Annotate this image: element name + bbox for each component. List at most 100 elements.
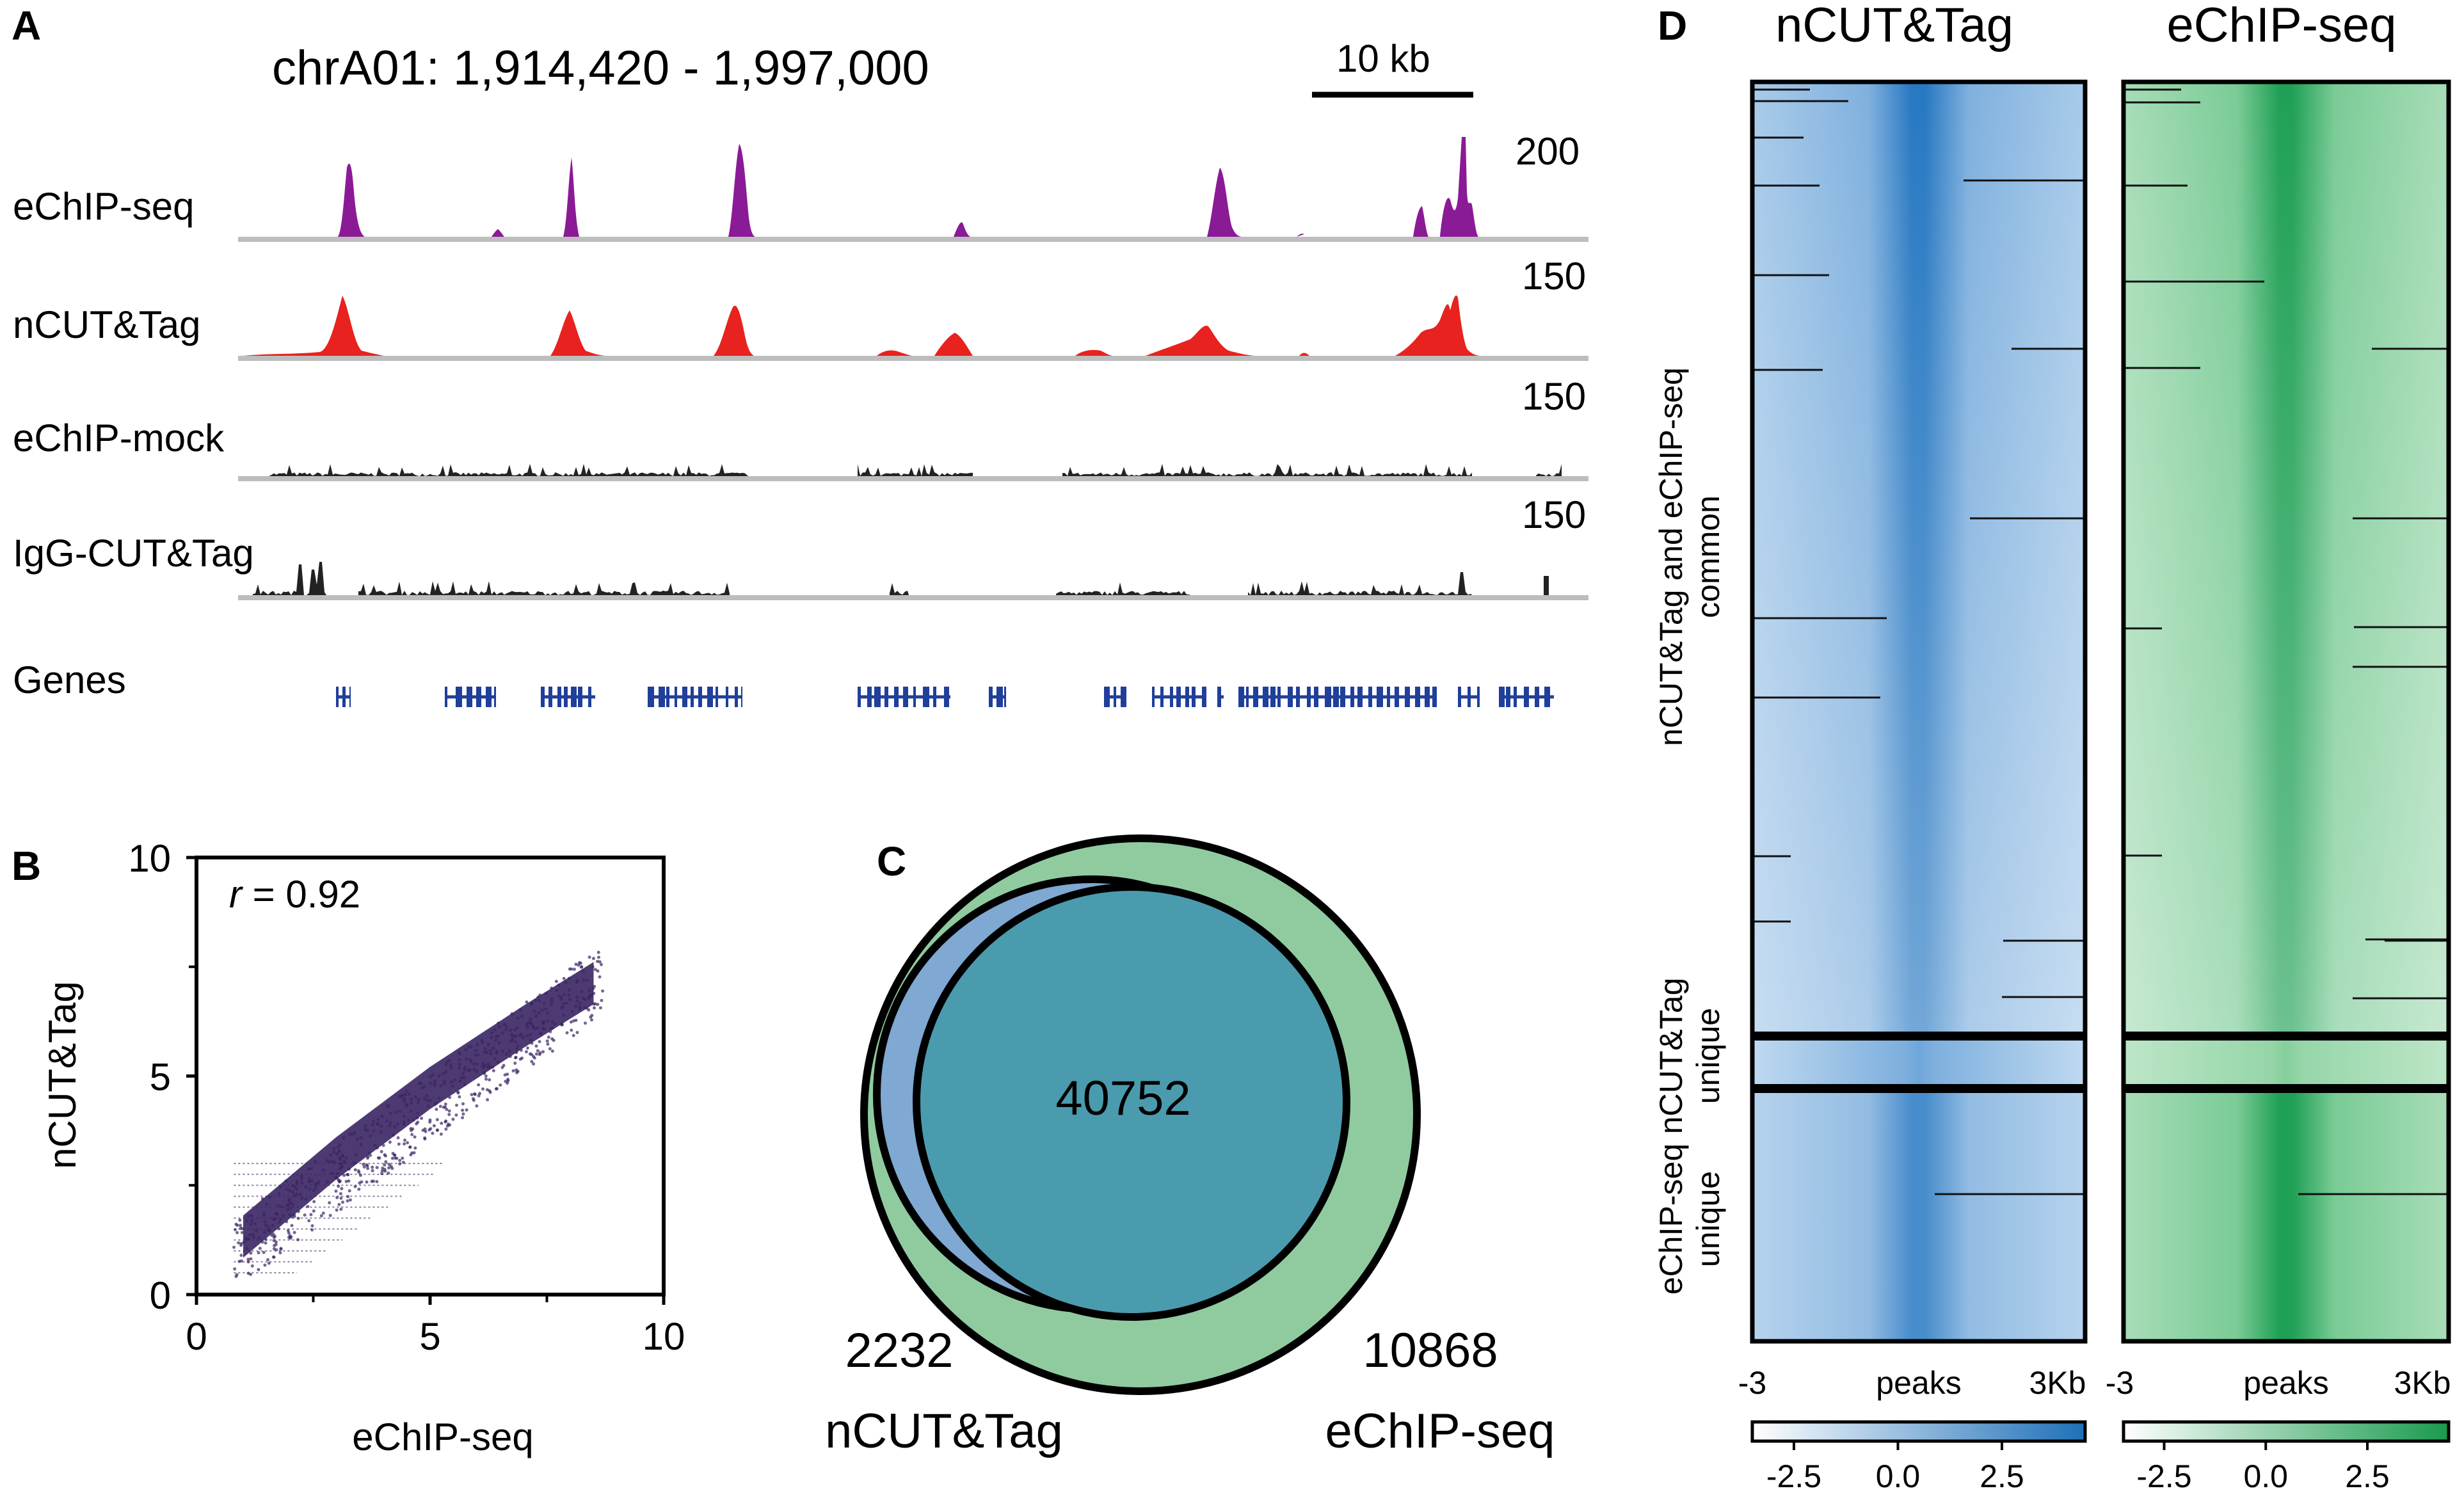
scatter-point xyxy=(410,1101,413,1105)
scatter-point xyxy=(413,1095,417,1099)
heatmap-title-echip-seq: eChIP-seq xyxy=(2166,0,2396,52)
scatter-point xyxy=(337,1179,341,1183)
track-scale-ncut-tag: 150 xyxy=(1522,255,1586,298)
scatter-point xyxy=(486,1062,490,1066)
heatmap-title-ncut-tag: nCUT&Tag xyxy=(1775,0,2013,52)
scatter-point xyxy=(598,960,602,964)
scatter-point xyxy=(257,1251,260,1255)
scatter-point xyxy=(402,1114,406,1118)
scatter-point xyxy=(550,1026,554,1030)
scatter-point xyxy=(367,1151,371,1155)
scatter-point xyxy=(403,1142,406,1146)
scatter-point xyxy=(376,1117,380,1121)
gene-exon xyxy=(557,687,561,707)
scatter-point xyxy=(451,1084,455,1088)
scatter-point xyxy=(465,1057,468,1061)
gene-exon xyxy=(1263,687,1268,707)
scatter-point xyxy=(403,1092,407,1096)
scatter-point xyxy=(288,1213,292,1217)
scatter-point xyxy=(365,1129,369,1133)
row-group-common-line1: nCUT&Tag and eChIP-seq xyxy=(1653,367,1689,746)
scatter-point xyxy=(516,1016,520,1020)
gene-exon xyxy=(1217,687,1221,707)
gene-exon xyxy=(1004,687,1006,707)
scatter-point xyxy=(492,1046,495,1050)
scatter-point xyxy=(600,998,604,1002)
gene-exon xyxy=(659,687,665,707)
scatter-point xyxy=(303,1213,307,1217)
scatter-point xyxy=(432,1124,436,1128)
scatter-point xyxy=(550,1037,554,1041)
scatter-point xyxy=(373,1144,377,1147)
scatter-point xyxy=(312,1200,316,1204)
scatter-point xyxy=(564,981,568,985)
scatter-point xyxy=(488,1078,492,1081)
scatter-point xyxy=(325,1159,329,1163)
scatter-point xyxy=(253,1222,257,1225)
scatter-point xyxy=(348,1198,352,1202)
scatter-point xyxy=(454,1103,458,1107)
scatter-point xyxy=(337,1202,341,1206)
gene-exon xyxy=(1340,687,1345,707)
scatter-point xyxy=(296,1209,300,1213)
gene-exon xyxy=(564,687,568,707)
scatter-point xyxy=(417,1081,421,1085)
scatter-point xyxy=(574,1004,578,1008)
scatter-point xyxy=(335,1152,339,1156)
gene-exon xyxy=(541,687,545,707)
scatter-point xyxy=(502,1023,506,1026)
scatter-point xyxy=(388,1121,392,1124)
scatter-point xyxy=(251,1233,255,1236)
gene-exon xyxy=(1160,687,1164,707)
scatter-point xyxy=(338,1167,342,1171)
gene-exon xyxy=(1296,687,1300,707)
scatter-point xyxy=(307,1219,311,1223)
scatter-point xyxy=(568,998,572,1001)
scatter-point xyxy=(298,1193,302,1197)
scatter-point xyxy=(291,1203,294,1207)
echip-peak xyxy=(338,163,365,237)
scatter-point xyxy=(404,1103,408,1106)
scatter-point xyxy=(534,1052,538,1056)
scatter-point xyxy=(366,1155,370,1159)
scatter-y-label: nCUT&Tag xyxy=(41,981,84,1169)
gene-exon xyxy=(571,687,577,707)
scatter-point xyxy=(444,1070,448,1074)
ncut-peak xyxy=(243,296,384,356)
scatter-point xyxy=(250,1219,253,1223)
scatter-point xyxy=(403,1138,407,1142)
scatter-point xyxy=(511,1035,515,1039)
scatter-point xyxy=(408,1145,412,1149)
scatter-point xyxy=(292,1215,296,1218)
gene-exon xyxy=(1514,687,1517,707)
colorbar-tick-label: -2.5 xyxy=(2136,1458,2191,1494)
scatter-point xyxy=(347,1179,351,1183)
scatter-point xyxy=(510,1012,514,1016)
scatter-point xyxy=(484,1077,488,1081)
scatter-point xyxy=(494,1087,498,1091)
scatter-point xyxy=(339,1196,343,1200)
scatter-point xyxy=(260,1240,264,1244)
scatter-point xyxy=(443,1082,447,1086)
scatter-point xyxy=(288,1188,292,1192)
scatter-point xyxy=(476,1053,480,1057)
heatmap-ncut-xtick-left: -3 xyxy=(1738,1365,1766,1401)
scatter-point xyxy=(344,1156,348,1160)
heatmap-echip-frame xyxy=(2121,79,2451,1344)
gene-exon xyxy=(349,687,351,707)
scatter-point xyxy=(515,1071,519,1074)
scatter-point xyxy=(598,975,602,979)
scatter-point xyxy=(326,1180,330,1184)
gene-exon xyxy=(578,687,582,707)
scatter-point xyxy=(467,1068,470,1072)
scatter-point xyxy=(577,963,580,967)
scatter-point xyxy=(346,1199,349,1203)
track-scale-echip-mock: 150 xyxy=(1522,375,1586,418)
scatter-x-tick-label: 5 xyxy=(419,1315,440,1358)
scatter-point xyxy=(262,1231,266,1234)
gene-exon xyxy=(1405,687,1410,707)
gene-exon xyxy=(476,687,481,707)
scatter-point xyxy=(242,1241,246,1245)
genome-region-title: chrA01: 1,914,420 - 1,997,000 xyxy=(272,41,929,95)
gene-exon xyxy=(1170,687,1173,707)
